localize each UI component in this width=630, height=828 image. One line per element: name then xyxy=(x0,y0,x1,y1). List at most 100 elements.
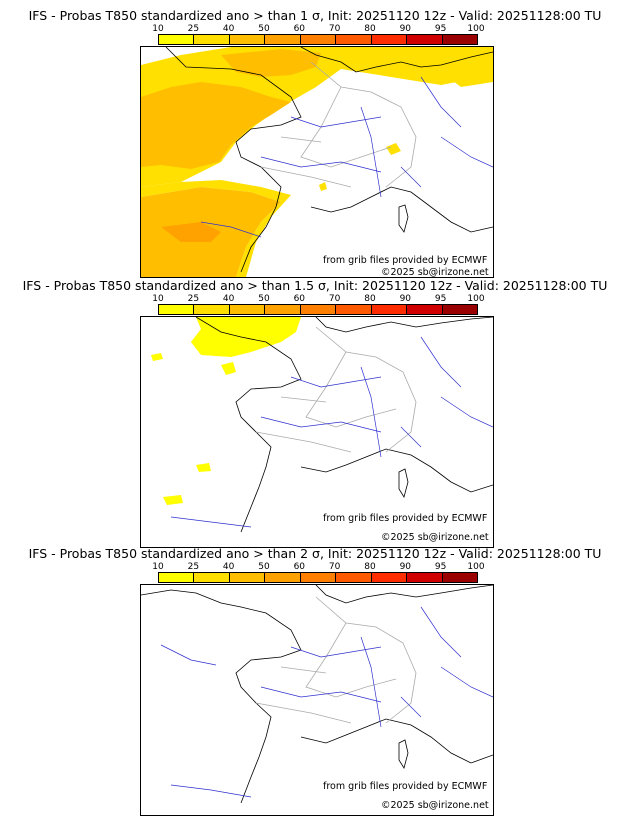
rivers xyxy=(170,336,493,528)
colorbar-segment xyxy=(300,573,337,582)
tick-label: 95 xyxy=(434,562,447,572)
colorbar-segment xyxy=(442,305,477,314)
colorbar-segment xyxy=(265,573,301,582)
prob-area-blob-d xyxy=(163,495,183,505)
prob-area-blob-a xyxy=(221,362,236,375)
tick-label: 50 xyxy=(258,24,270,34)
colorbar-segment xyxy=(194,305,230,314)
tick-label: 100 xyxy=(467,294,485,304)
colorbar-segment xyxy=(336,305,372,314)
colorbar-ticks: 10 25 40 50 60 70 80 90 95 100 xyxy=(152,562,484,572)
borders xyxy=(255,596,417,724)
copyright-credit: ©2025 sb@irizone.net xyxy=(381,532,489,543)
panel-title: IFS - Probas T850 standardized ano > tha… xyxy=(28,8,602,23)
prob-area-orange-north xyxy=(221,49,321,77)
tick-label: 60 xyxy=(293,294,306,304)
prob-area-blob-b xyxy=(151,353,163,361)
panel-sigma-2: IFS - Probas T850 standardized ano > tha… xyxy=(0,546,630,816)
copyright-credit: ©2025 sb@irizone.net xyxy=(381,800,489,811)
colorbar-segment xyxy=(371,305,408,314)
source-credit: from grib files provided by ECMWF xyxy=(323,513,488,524)
colorbar-segment xyxy=(336,35,372,44)
corsica xyxy=(398,739,409,769)
source-credit: from grib files provided by ECMWF xyxy=(323,255,488,266)
tick-label: 25 xyxy=(187,294,200,304)
tick-label: 40 xyxy=(222,562,235,572)
tick-label: 100 xyxy=(467,24,485,34)
tick-label: 80 xyxy=(364,24,376,34)
colorbar-segment xyxy=(442,573,477,582)
coastline xyxy=(195,317,493,533)
rivers xyxy=(160,606,493,798)
corsica xyxy=(398,204,409,233)
colorbar-segment xyxy=(159,573,195,582)
colorbar-segment xyxy=(194,35,230,44)
tick-label: 40 xyxy=(222,294,235,304)
colorbar-segment xyxy=(407,35,443,44)
colorbar-segment xyxy=(265,35,301,44)
prob-area-south xyxy=(319,182,327,191)
colorbar xyxy=(158,572,478,583)
colorbar-segment xyxy=(159,305,195,314)
tick-label: 70 xyxy=(328,24,341,34)
colorbar xyxy=(158,304,478,315)
colorbar-segment xyxy=(407,573,443,582)
colorbar-segment xyxy=(229,305,266,314)
colorbar-segment xyxy=(300,35,337,44)
colorbar-segment xyxy=(229,35,266,44)
tick-label: 100 xyxy=(467,562,485,572)
prob-area-yellow xyxy=(141,47,493,187)
colorbar-segment xyxy=(371,35,408,44)
prob-area-orange xyxy=(141,82,291,169)
colorbar-segment xyxy=(159,35,195,44)
prob-area-yellow xyxy=(191,317,301,357)
prob-area-sw-yellow xyxy=(141,180,291,277)
tick-label: 10 xyxy=(152,24,164,34)
map-panel-3[interactable]: from grib files provided by ECMWF ©2025 … xyxy=(140,584,494,816)
map-svg xyxy=(151,317,493,533)
colorbar-segment xyxy=(194,573,230,582)
source-credit: from grib files provided by ECMWF xyxy=(323,781,488,792)
panel-title: IFS - Probas T850 standardized ano > tha… xyxy=(22,278,608,293)
tick-label: 40 xyxy=(222,24,235,34)
prob-area-ne xyxy=(431,47,493,87)
tick-label: 10 xyxy=(152,294,164,304)
panel-sigma-1-5: IFS - Probas T850 standardized ano > tha… xyxy=(0,278,630,548)
tick-label: 60 xyxy=(293,24,306,34)
map-panel-2[interactable]: from grib files provided by ECMWF ©2025 … xyxy=(140,316,494,548)
tick-label: 70 xyxy=(328,294,341,304)
tick-label: 60 xyxy=(293,562,306,572)
panel-title: IFS - Probas T850 standardized ano > tha… xyxy=(28,546,602,561)
tick-label: 10 xyxy=(152,562,164,572)
map-panel-1[interactable]: from grib files provided by ECMWF ©2025 … xyxy=(140,46,494,278)
borders xyxy=(260,61,417,188)
colorbar-segment xyxy=(371,573,408,582)
colorbar xyxy=(158,34,478,45)
panel-sigma-1: IFS - Probas T850 standardized ano > tha… xyxy=(0,8,630,278)
tick-label: 95 xyxy=(434,294,447,304)
colorbar-segment xyxy=(265,305,301,314)
colorbar-segment xyxy=(407,305,443,314)
borders xyxy=(255,326,417,453)
tick-label: 25 xyxy=(187,562,200,572)
tick-label: 50 xyxy=(258,562,270,572)
tick-label: 80 xyxy=(364,562,376,572)
prob-area-sw-dark xyxy=(161,222,221,242)
colorbar-segment xyxy=(336,573,372,582)
map-svg xyxy=(141,585,493,804)
corsica xyxy=(398,468,409,498)
prob-area-blob-c xyxy=(196,463,211,472)
copyright-credit: ©2025 sb@irizone.net xyxy=(381,267,489,278)
coastline xyxy=(141,585,493,804)
tick-label: 50 xyxy=(258,294,270,304)
colorbar-segment xyxy=(229,573,266,582)
tick-label: 90 xyxy=(399,294,412,304)
colorbar-segment xyxy=(300,305,337,314)
tick-label: 80 xyxy=(364,294,376,304)
tick-label: 90 xyxy=(399,562,412,572)
colorbar-ticks: 10 25 40 50 60 70 80 90 95 100 xyxy=(152,294,484,304)
colorbar-ticks: 10 25 40 50 60 70 80 90 95 100 xyxy=(152,24,484,34)
coastline xyxy=(165,47,493,273)
map-svg xyxy=(141,47,493,277)
colorbar-segment xyxy=(442,35,477,44)
